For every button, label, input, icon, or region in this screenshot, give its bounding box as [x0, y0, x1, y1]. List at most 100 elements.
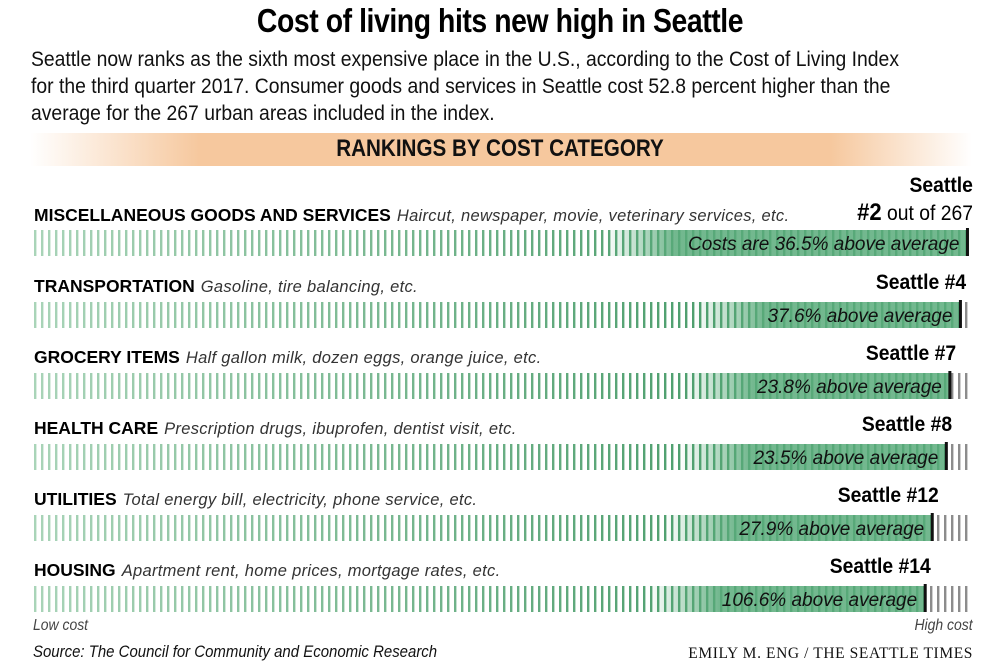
rank-tick	[279, 515, 282, 541]
rank-tick	[69, 444, 72, 470]
rank-tick	[125, 444, 128, 470]
rank-tick	[559, 302, 562, 328]
rank-tick	[300, 230, 303, 256]
rank-tick	[559, 373, 562, 399]
rank-tick	[678, 373, 681, 399]
rank-tick	[524, 373, 527, 399]
rank-tick	[538, 373, 541, 399]
rank-tick	[622, 444, 625, 470]
rank-tick	[335, 515, 338, 541]
rank-tick	[440, 373, 443, 399]
rank-tick	[510, 230, 513, 256]
rank-tick	[342, 230, 345, 256]
rank-tick	[594, 373, 597, 399]
rank-tick	[314, 515, 317, 541]
rank-tick	[279, 302, 282, 328]
rank-tick	[286, 230, 289, 256]
rank-tick	[958, 444, 961, 470]
rank-label-3: Seattle #8	[862, 413, 953, 436]
rank-tick	[692, 302, 695, 328]
rank-tick	[475, 515, 478, 541]
rank-tick	[405, 230, 408, 256]
rank-tick	[454, 586, 457, 612]
rank-tick	[531, 444, 534, 470]
rank-tick	[34, 302, 37, 328]
rank-tick	[356, 515, 359, 541]
rank-tick	[265, 230, 268, 256]
rank-tick	[489, 515, 492, 541]
rank-tick	[608, 302, 611, 328]
category-description: Apartment rent, home prices, mortgage ra…	[121, 562, 501, 580]
rank-tick	[384, 515, 387, 541]
rank-tick	[643, 586, 646, 612]
rank-tick	[174, 373, 177, 399]
rank-tick	[258, 586, 261, 612]
rank-tick	[608, 515, 611, 541]
rank-tick	[111, 586, 114, 612]
rank-tick	[41, 444, 44, 470]
rank-tick	[209, 586, 212, 612]
rank-tick	[524, 444, 527, 470]
rank-tick	[104, 302, 107, 328]
rank-tick	[258, 230, 261, 256]
rank-tick	[566, 586, 569, 612]
rank-tick	[223, 373, 226, 399]
rank-tick	[391, 230, 394, 256]
rank-tick	[363, 302, 366, 328]
rank-tick	[286, 302, 289, 328]
rank-tick	[566, 302, 569, 328]
rank-tick	[426, 230, 429, 256]
rank-tick	[41, 586, 44, 612]
rank-tick	[153, 230, 156, 256]
rank-tick	[657, 444, 660, 470]
row-label-5: HOUSING Apartment rent, home prices, mort…	[34, 560, 500, 581]
chart-title: Cost of living hits new high in Seattle	[256, 2, 744, 39]
rank-tick	[531, 515, 534, 541]
seattle-rank-marker	[958, 300, 962, 328]
rank-tick	[349, 444, 352, 470]
rank-tick	[398, 586, 401, 612]
category-name: HEALTH CARE	[34, 418, 159, 438]
rank-tick	[545, 230, 548, 256]
rank-tick	[930, 586, 933, 612]
rank-tick	[69, 586, 72, 612]
rank-tick	[349, 373, 352, 399]
rank-tick	[587, 586, 590, 612]
rank-tick	[545, 515, 548, 541]
rank-tick	[482, 230, 485, 256]
rank-tick	[286, 444, 289, 470]
rank-tick	[97, 373, 100, 399]
rank-tick	[573, 515, 576, 541]
rank-tick	[41, 515, 44, 541]
rank-tick	[328, 586, 331, 612]
rank-tick	[594, 302, 597, 328]
rank-tick	[160, 586, 163, 612]
rank-tick	[944, 515, 947, 541]
rank-tick	[517, 302, 520, 328]
rank-tick	[321, 373, 324, 399]
rank-tick	[440, 230, 443, 256]
rank-tick	[405, 586, 408, 612]
rank-tick	[454, 230, 457, 256]
rank-tick	[384, 586, 387, 612]
rank-tick	[132, 373, 135, 399]
rank-tick	[965, 373, 968, 399]
rank-tick	[188, 373, 191, 399]
above-average-bar	[683, 373, 950, 399]
rank-tick	[377, 444, 380, 470]
rank-tick	[83, 515, 86, 541]
rank-tick	[517, 230, 520, 256]
rank-tick	[335, 373, 338, 399]
rank-tick	[447, 586, 450, 612]
rank-tick	[552, 586, 555, 612]
rank-tick	[419, 444, 422, 470]
rank-tick	[335, 444, 338, 470]
rank-tick	[223, 230, 226, 256]
rank-tick	[167, 302, 170, 328]
rank-tick	[965, 586, 968, 612]
rank-tick	[671, 373, 674, 399]
rank-tick	[167, 230, 170, 256]
rank-tick	[293, 586, 296, 612]
rank-tick	[475, 373, 478, 399]
rank-tick	[307, 586, 310, 612]
